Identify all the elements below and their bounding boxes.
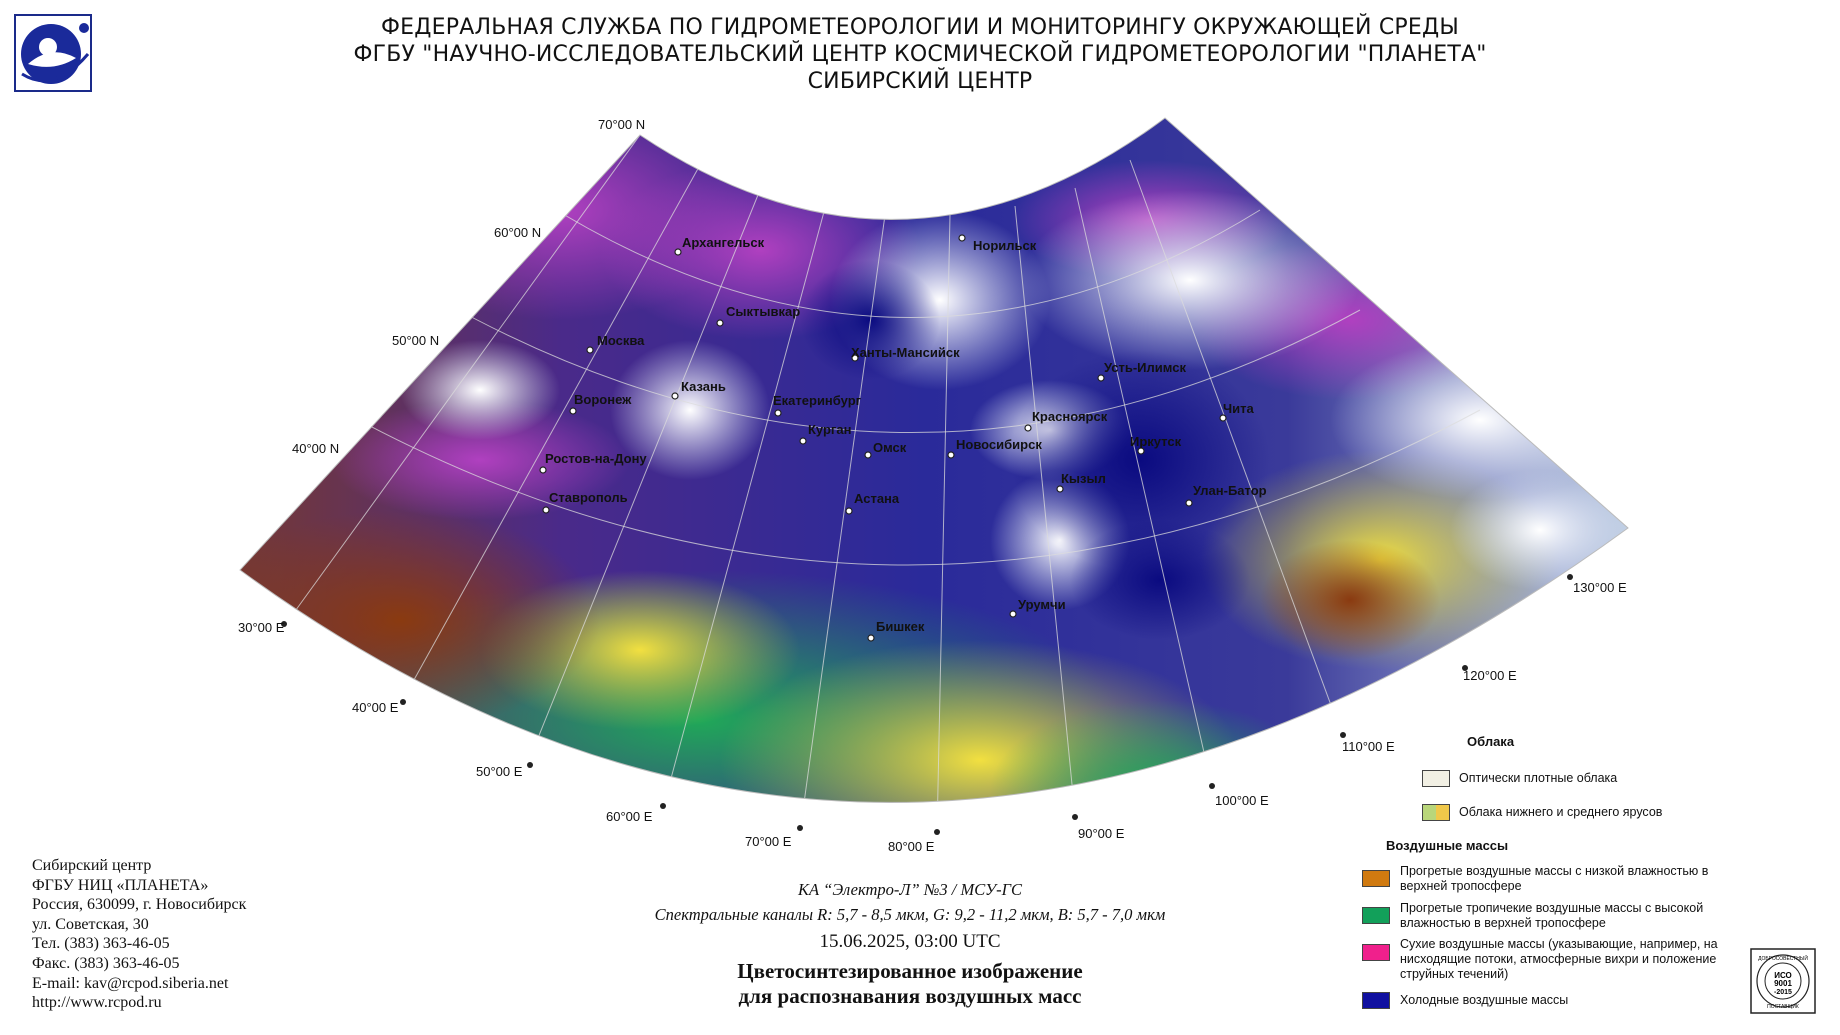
caption-satellite: КА “Электро-Л” №3 / МСУ-ГС	[797, 880, 1022, 899]
city-label-stavropol: Ставрополь	[549, 490, 628, 505]
lon-label-70: 70°00 E	[745, 834, 792, 849]
legend-label-warm-dry: Прогретые воздушные массы с низкой влажн…	[1400, 864, 1709, 893]
contact-line-1: Сибирский центр	[32, 857, 152, 874]
caption-channels: Спектральные каналы R: 5,7 - 8,5 мкм, G:…	[654, 905, 1166, 924]
city-label-khanty-mansiysk: Ханты-Мансийск	[851, 345, 960, 360]
city-label-arkhangelsk: Архангельск	[682, 235, 765, 250]
city-label-astana: Астана	[854, 491, 900, 506]
imagery-layer	[240, 118, 1628, 803]
contact-email[interactable]: E-mail: kav@rcpod.siberia.net	[32, 974, 229, 992]
city-label-urumqi: Урумчи	[1018, 597, 1066, 612]
lon-label-40: 40°00 E	[352, 700, 399, 715]
caption-datetime: 15.06.2025, 03:00 UTC	[819, 931, 1001, 952]
legend-clouds-title: Облака	[1467, 734, 1515, 749]
graticule-meridians	[284, 134, 1343, 803]
city-label-kurgan: Курган	[808, 422, 851, 437]
city-label-ust-ilimsk: Усть-Илимск	[1104, 360, 1186, 375]
city-label-chita: Чита	[1223, 401, 1254, 416]
city-label-krasnoyarsk: Красноярск	[1032, 409, 1108, 424]
lon-label-90: 90°00 E	[1078, 826, 1125, 841]
city-label-irkutsk: Иркутск	[1130, 434, 1182, 449]
city-label-voronezh: Воронеж	[574, 392, 632, 407]
iso-arc-top: ДОБРОСОВЕСТНЫЙ	[1758, 954, 1808, 962]
city-label-syktyvkar: Сыктывкар	[726, 304, 800, 319]
caption-title-2: для распознавания воздушных масс	[738, 984, 1082, 1008]
city-label-moscow: Москва	[597, 333, 645, 348]
iso-line-3: -2015	[1774, 989, 1792, 996]
lon-label-110: 110°00 E	[1342, 739, 1395, 754]
longitude-ticks	[281, 574, 1573, 835]
city-label-kazan: Казань	[681, 379, 726, 394]
city-label-yekaterinburg: Екатеринбург	[773, 393, 862, 408]
lat-label-50: 50°00 N	[392, 333, 439, 348]
iso-line-2: 9001	[1774, 979, 1792, 988]
lon-label-60: 60°00 E	[606, 809, 653, 824]
city-label-novosibirsk: Новосибирск	[956, 437, 1042, 452]
city-markers	[539, 234, 1227, 642]
planeta-logo	[14, 14, 92, 92]
legend-swatch-low-mid-clouds	[1422, 804, 1450, 821]
legend-label-warm-tropical: Прогретые тропичекие воздушные массы с в…	[1400, 901, 1704, 930]
lon-label-120: 120°00 E	[1463, 668, 1517, 683]
legend-swatch-dense-clouds	[1422, 770, 1450, 787]
contact-phone: Тел. (383) 363-46-05	[32, 935, 170, 953]
header-line-2: ФГБУ "НАУЧНО-ИССЛЕДОВАТЕЛЬСКИЙ ЦЕНТР КОС…	[353, 42, 1487, 67]
contact-line-4: ул. Советская, 30	[32, 915, 149, 933]
legend-label-cold-air: Холодные воздушные массы	[1400, 993, 1569, 1007]
city-label-ulaanbaatar: Улан-Батор	[1193, 483, 1267, 498]
legend-label-dry-air: Сухие воздушные массы (указывающие, напр…	[1400, 937, 1718, 981]
header-line-3: СИБИРСКИЙ ЦЕНТР	[807, 69, 1033, 94]
lon-label-130: 130°00 E	[1573, 580, 1627, 595]
city-label-norilsk: Норильск	[973, 238, 1037, 253]
city-label-rostov-on-don: Ростов-на-Дону	[545, 451, 647, 466]
iso-line-1: ИСО	[1774, 971, 1792, 980]
iso-arc-bottom: ПОСТАВЩИК	[1767, 1004, 1799, 1010]
legend-swatch-cold-air	[1362, 992, 1390, 1009]
map-boundary	[239, 117, 1629, 803]
lon-label-80: 80°00 E	[888, 839, 935, 854]
page-header: ФЕДЕРАЛЬНАЯ СЛУЖБА ПО ГИДРОМЕТЕОРОЛОГИИ …	[0, 14, 1840, 95]
graticule-parallels	[339, 199, 1481, 566]
header-line-1: ФЕДЕРАЛЬНАЯ СЛУЖБА ПО ГИДРОМЕТЕОРОЛОГИИ …	[381, 15, 1459, 40]
city-label-bishkek: Бишкек	[876, 619, 925, 634]
contact-website[interactable]: http://www.rcpod.ru	[32, 994, 162, 1012]
contact-info: Сибирский центр ФГБУ НИЦ «ПЛАНЕТА» Росси…	[32, 856, 246, 1013]
caption-title-1: Цветосинтезированное изображение	[737, 959, 1083, 983]
contact-line-2: ФГБУ НИЦ «ПЛАНЕТА»	[32, 876, 209, 894]
legend-swatch-warm-dry	[1362, 870, 1390, 887]
legend-swatch-dry-air	[1362, 944, 1390, 961]
city-label-kyzyl: Кызыл	[1061, 471, 1106, 486]
lat-label-70: 70°00 N	[598, 117, 645, 132]
contact-line-3: Россия, 630099, г. Новосибирск	[32, 896, 247, 914]
lon-label-30: 30°00 E	[238, 620, 285, 635]
lon-label-50: 50°00 E	[476, 764, 523, 779]
lon-label-100: 100°00 E	[1215, 793, 1269, 808]
legend-label-low-mid-clouds: Облака нижнего и среднего ярусов	[1459, 805, 1663, 819]
legend-swatch-warm-tropical	[1362, 907, 1390, 924]
legend-label-dense-clouds: Оптически плотные облака	[1459, 771, 1618, 785]
contact-fax: Факс. (383) 363-46-05	[32, 954, 180, 972]
iso-certification-badge: ИСО 9001 -2015 ДОБРОСОВЕСТНЫЙ ПОСТАВЩИК	[1750, 948, 1816, 1014]
city-label-omsk: Омск	[873, 440, 907, 455]
lat-label-60: 60°00 N	[494, 225, 541, 240]
legend-air-title: Воздушные массы	[1386, 838, 1509, 853]
lat-label-40: 40°00 N	[292, 441, 339, 456]
